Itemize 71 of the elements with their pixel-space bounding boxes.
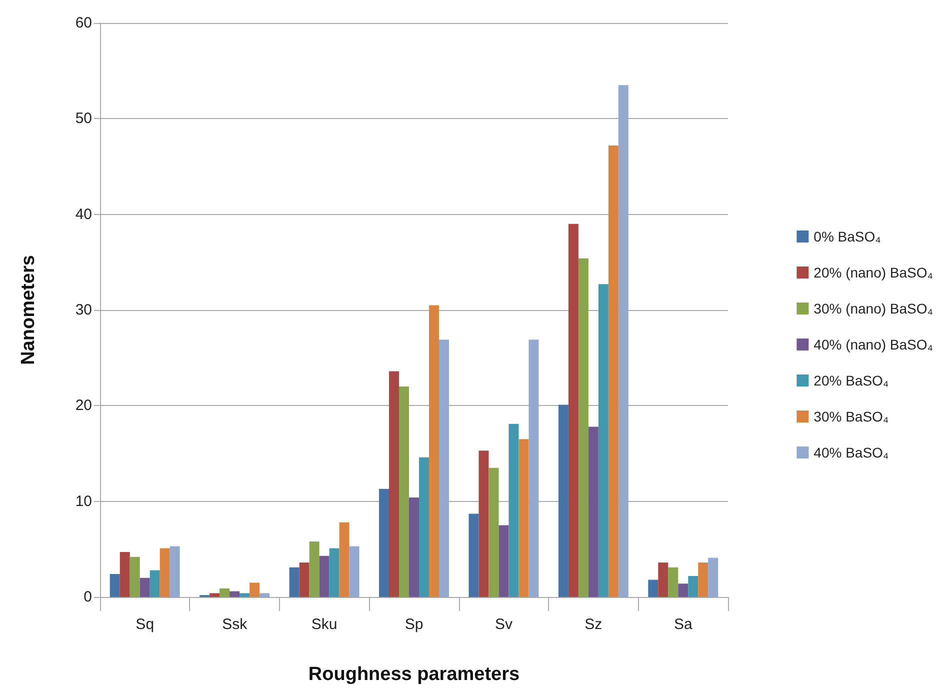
bar — [578, 258, 588, 597]
y-tick-label: 10 — [75, 492, 92, 510]
bar — [289, 567, 300, 597]
bar — [120, 552, 130, 597]
bar — [419, 457, 429, 597]
bar — [240, 593, 250, 597]
bar — [698, 562, 708, 597]
y-tick-label: 50 — [75, 110, 92, 128]
bar — [160, 548, 170, 597]
bar — [608, 145, 618, 597]
bar — [558, 404, 568, 597]
x-tick-label: Ssk — [222, 616, 248, 633]
bar — [399, 386, 409, 597]
legend-label: 40% BaSO₄ — [814, 444, 889, 460]
bar — [339, 522, 350, 597]
bar — [468, 514, 479, 597]
y-tick-label: 20 — [75, 397, 92, 414]
bar — [428, 305, 439, 597]
bar — [379, 488, 390, 597]
x-tick-label: Sq — [136, 616, 154, 633]
legend-label: 30% BaSO₄ — [814, 408, 889, 424]
bar — [498, 525, 509, 597]
bar — [648, 580, 658, 597]
bar — [250, 582, 260, 597]
bar — [708, 558, 718, 597]
bar — [140, 578, 150, 597]
bar — [678, 584, 688, 597]
bar — [389, 371, 400, 597]
bar — [438, 340, 449, 597]
y-axis-title: Nanometers — [18, 255, 39, 365]
bar — [110, 574, 120, 597]
bar — [309, 542, 320, 597]
legend-label: 40% (nano) BaSO₄ — [814, 336, 934, 352]
y-tick-label: 0 — [84, 588, 92, 606]
bar — [508, 424, 519, 597]
bar — [409, 498, 419, 597]
y-tick-label: 40 — [75, 206, 92, 223]
x-tick-label: Sku — [311, 616, 338, 633]
y-tick-label: 30 — [75, 302, 92, 318]
x-tick-label: Sp — [404, 616, 424, 633]
bar — [688, 576, 698, 597]
bar — [319, 556, 330, 597]
bar — [568, 224, 578, 597]
x-tick-label: Sz — [584, 616, 602, 633]
y-tick-label: 60 — [75, 14, 92, 32]
legend-label: 30% (nano) BaSO₄ — [814, 300, 934, 316]
bar — [170, 546, 180, 597]
bar — [230, 591, 240, 597]
bar — [260, 593, 270, 597]
bar — [349, 546, 360, 597]
bar — [299, 562, 310, 597]
bar — [329, 548, 340, 597]
bar — [658, 562, 668, 597]
bar — [130, 556, 140, 597]
bar — [488, 468, 499, 597]
bar — [220, 588, 230, 597]
x-axis-title: Roughness parameters — [308, 664, 520, 685]
legend-label: 20% (nano) BaSO₄ — [814, 264, 934, 280]
bar — [150, 570, 160, 597]
bar — [598, 284, 608, 597]
bar — [210, 593, 220, 597]
bar — [618, 85, 628, 597]
bar — [528, 340, 539, 597]
bar — [518, 439, 529, 597]
bar — [668, 567, 678, 597]
legend-label: 0% BaSO₄ — [814, 228, 882, 244]
bar — [478, 450, 489, 597]
bar — [588, 426, 598, 597]
x-tick-label: Sv — [494, 616, 513, 633]
legend-label: 20% BaSO₄ — [814, 372, 889, 388]
x-tick-label: Sa — [674, 616, 693, 633]
